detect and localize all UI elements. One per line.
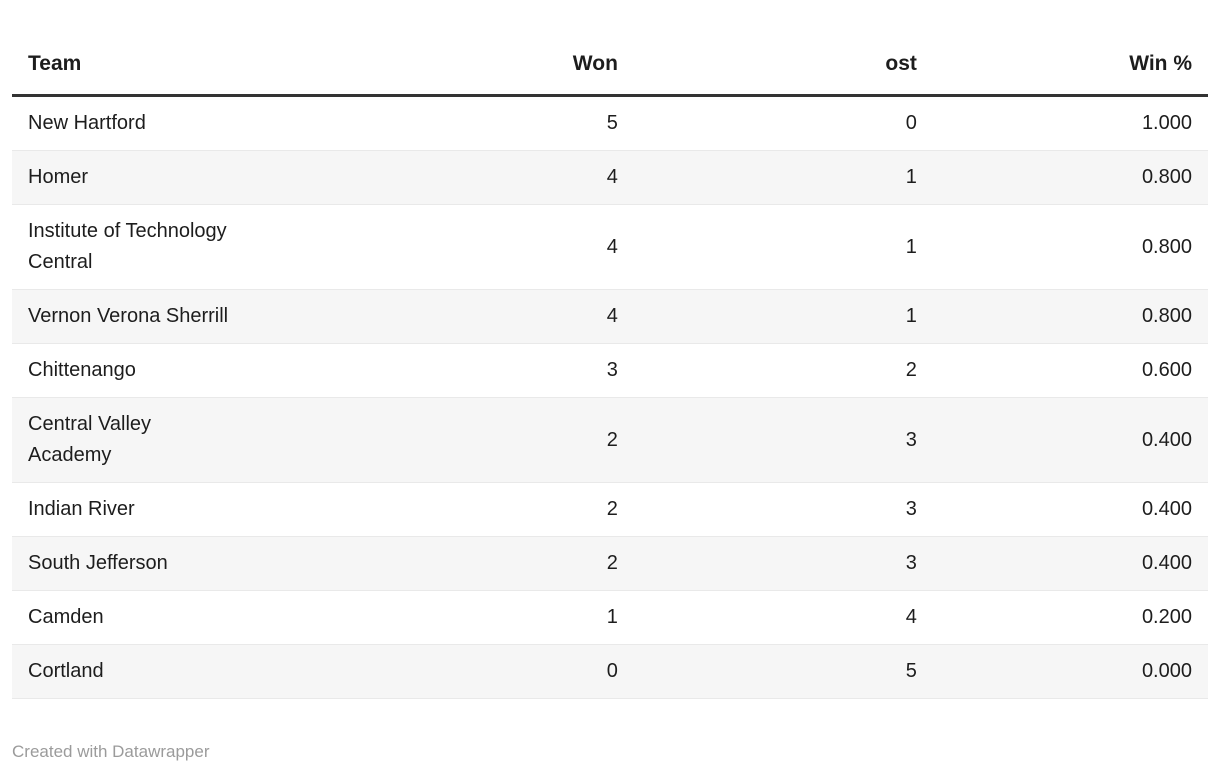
cell-team: Chittenango <box>12 343 383 398</box>
table-row: Camden 1 4 0.200 <box>12 590 1208 645</box>
cell-won: 0 <box>382 644 634 699</box>
cell-win_pct: 0.200 <box>932 590 1208 645</box>
cell-won: 4 <box>382 150 634 205</box>
column-header-lost: ost <box>633 28 933 97</box>
cell-lost: 5 <box>633 644 933 699</box>
cell-win_pct: 0.800 <box>932 289 1208 344</box>
cell-win_pct: 0.400 <box>932 397 1208 483</box>
table-row: Vernon Verona Sherrill 4 1 0.800 <box>12 289 1208 344</box>
cell-team: New Hartford <box>12 95 383 151</box>
cell-team: Cortland <box>12 644 383 699</box>
cell-team: Vernon Verona Sherrill <box>12 289 383 344</box>
cell-won: 2 <box>382 397 634 483</box>
table-header: Team Won ost Win % <box>12 28 1208 97</box>
cell-won: 5 <box>382 95 634 151</box>
cell-win_pct: 0.400 <box>932 482 1208 537</box>
column-header-team: Team <box>12 28 383 97</box>
cell-lost: 2 <box>633 343 933 398</box>
table-row: Chittenango 3 2 0.600 <box>12 343 1208 398</box>
cell-team: Camden <box>12 590 383 645</box>
table-row: Cortland 0 5 0.000 <box>12 644 1208 699</box>
cell-team: South Jefferson <box>12 536 383 591</box>
column-header-won: Won <box>382 28 634 97</box>
cell-lost: 3 <box>633 397 933 483</box>
table-row: Indian River 2 3 0.400 <box>12 482 1208 537</box>
cell-won: 4 <box>382 204 634 290</box>
cell-lost: 1 <box>633 150 933 205</box>
table-body: New Hartford 5 0 1.000 Homer 4 1 0.800 Institute… <box>12 95 1208 699</box>
cell-team: Homer <box>12 150 383 205</box>
cell-won: 3 <box>382 343 634 398</box>
cell-won: 2 <box>382 482 634 537</box>
cell-win_pct: 0.400 <box>932 536 1208 591</box>
table-row: Central Valley Academy 2 3 0.400 <box>12 397 1208 483</box>
cell-lost: 1 <box>633 289 933 344</box>
cell-won: 2 <box>382 536 634 591</box>
cell-lost: 3 <box>633 536 933 591</box>
table-row: Institute of Technology Central 4 1 0.800 <box>12 204 1208 290</box>
cell-won: 4 <box>382 289 634 344</box>
column-header-winpct: Win % <box>932 28 1208 97</box>
cell-lost: 1 <box>633 204 933 290</box>
cell-win_pct: 0.800 <box>932 204 1208 290</box>
header-row: Team Won ost Win % <box>12 28 1208 97</box>
cell-win_pct: 0.800 <box>932 150 1208 205</box>
cell-win_pct: 1.000 <box>932 95 1208 151</box>
cell-win_pct: 0.000 <box>932 644 1208 699</box>
cell-win_pct: 0.600 <box>932 343 1208 398</box>
table-row: Homer 4 1 0.800 <box>12 150 1208 205</box>
cell-team: Institute of Technology Central <box>12 204 383 290</box>
table-row: South Jefferson 2 3 0.400 <box>12 536 1208 591</box>
cell-lost: 0 <box>633 95 933 151</box>
standings-table: Team Won ost Win % New Hartford 5 0 1.000 Ho… <box>12 28 1208 699</box>
cell-team: Indian River <box>12 482 383 537</box>
cell-lost: 4 <box>633 590 933 645</box>
table-row: New Hartford 5 0 1.000 <box>12 95 1208 151</box>
cell-lost: 3 <box>633 482 933 537</box>
datawrapper-credit-link[interactable]: Created with Datawrapper <box>12 742 210 761</box>
cell-won: 1 <box>382 590 634 645</box>
cell-team: Central Valley Academy <box>12 397 383 483</box>
datawrapper-table-page: Team Won ost Win % New Hartford 5 0 1.000 Ho… <box>12 28 1208 761</box>
